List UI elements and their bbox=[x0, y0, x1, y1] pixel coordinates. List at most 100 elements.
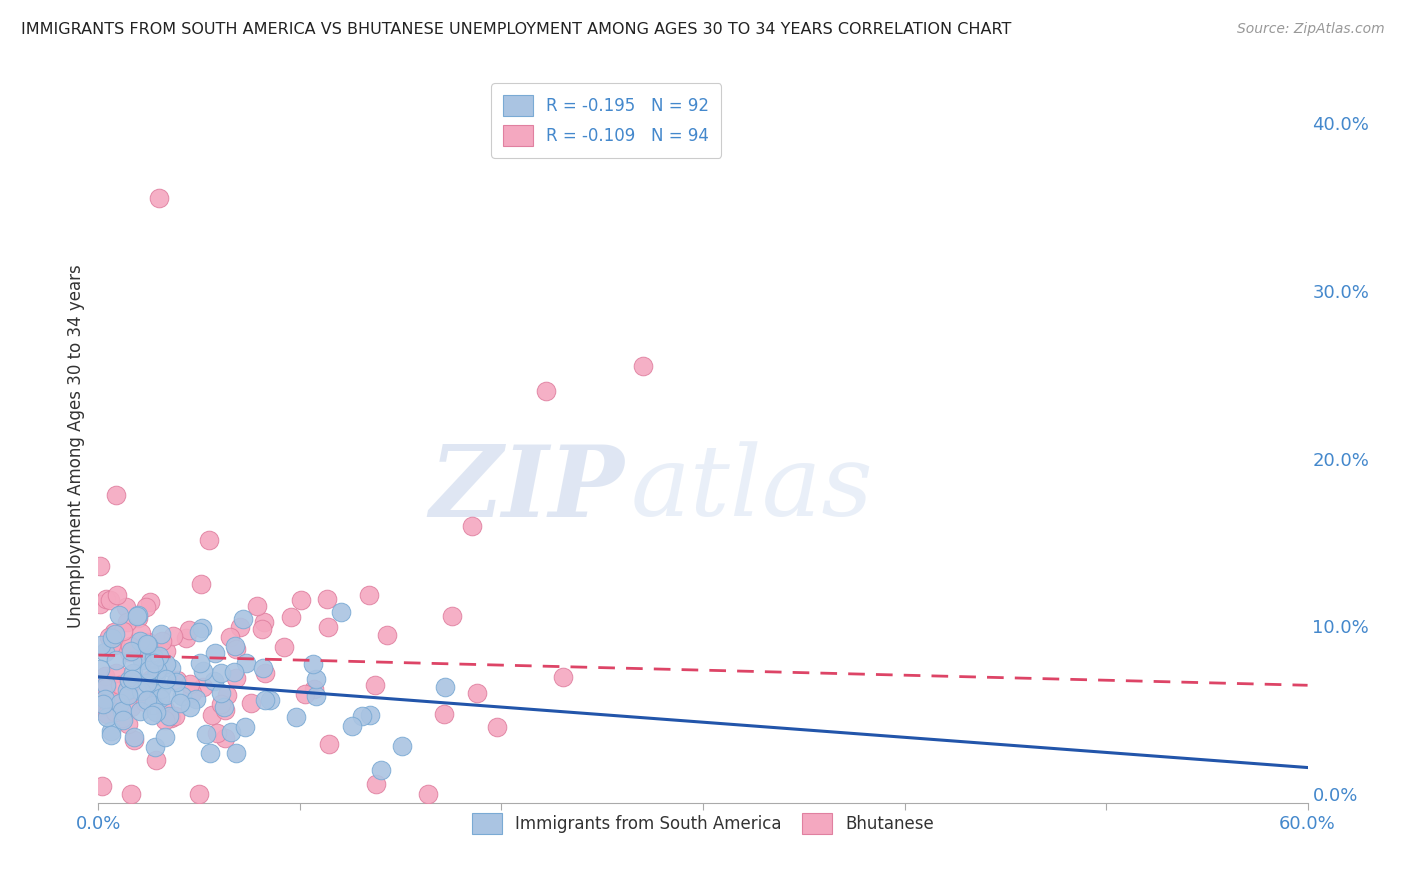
Point bbox=[359, 707, 381, 722]
Point bbox=[187, 624, 209, 639]
Point bbox=[184, 691, 207, 706]
Point bbox=[122, 730, 145, 744]
Point bbox=[467, 686, 489, 700]
Point bbox=[302, 657, 325, 672]
Point bbox=[145, 668, 167, 682]
Point bbox=[209, 686, 232, 700]
Point bbox=[246, 599, 269, 613]
Point bbox=[121, 654, 143, 668]
Point bbox=[108, 697, 131, 711]
Point bbox=[103, 624, 125, 639]
Point bbox=[94, 669, 117, 683]
Point bbox=[252, 661, 274, 675]
Point bbox=[166, 673, 188, 688]
Point bbox=[187, 788, 209, 802]
Point bbox=[96, 692, 118, 706]
Point bbox=[534, 384, 557, 399]
Point bbox=[318, 737, 340, 751]
Point bbox=[131, 653, 153, 667]
Point bbox=[155, 688, 177, 702]
Point bbox=[330, 605, 353, 619]
Point bbox=[176, 631, 198, 645]
Point bbox=[214, 700, 236, 714]
Point bbox=[136, 692, 159, 706]
Point bbox=[202, 673, 225, 688]
Point bbox=[148, 191, 170, 205]
Point bbox=[148, 648, 170, 663]
Point bbox=[117, 683, 139, 698]
Point bbox=[191, 664, 214, 678]
Point bbox=[131, 640, 153, 655]
Text: Source: ZipAtlas.com: Source: ZipAtlas.com bbox=[1237, 22, 1385, 37]
Point bbox=[290, 593, 312, 607]
Point bbox=[120, 788, 142, 802]
Point bbox=[118, 676, 141, 690]
Point bbox=[215, 688, 238, 702]
Point bbox=[121, 665, 143, 680]
Point bbox=[162, 629, 184, 643]
Point bbox=[117, 688, 139, 702]
Point bbox=[190, 621, 212, 635]
Point bbox=[121, 672, 143, 686]
Point bbox=[201, 708, 224, 723]
Point bbox=[129, 683, 152, 698]
Point bbox=[146, 663, 169, 677]
Point bbox=[155, 644, 177, 658]
Point bbox=[233, 720, 256, 734]
Point bbox=[163, 709, 186, 723]
Point bbox=[197, 533, 219, 548]
Point bbox=[359, 588, 381, 602]
Point bbox=[169, 696, 191, 710]
Point bbox=[104, 626, 127, 640]
Point bbox=[136, 637, 159, 651]
Point bbox=[108, 678, 131, 692]
Point bbox=[391, 739, 413, 753]
Point bbox=[104, 488, 127, 502]
Point bbox=[294, 687, 316, 701]
Point bbox=[89, 558, 111, 573]
Point bbox=[125, 609, 148, 624]
Point bbox=[105, 653, 128, 667]
Point bbox=[155, 657, 177, 671]
Point bbox=[239, 696, 262, 710]
Point bbox=[155, 672, 177, 686]
Point bbox=[170, 689, 193, 703]
Point bbox=[254, 693, 277, 707]
Point bbox=[200, 746, 222, 760]
Point bbox=[100, 728, 122, 742]
Point bbox=[222, 665, 245, 679]
Point bbox=[259, 693, 281, 707]
Point bbox=[143, 650, 166, 665]
Point bbox=[190, 577, 212, 591]
Point bbox=[104, 666, 127, 681]
Point bbox=[104, 638, 127, 652]
Text: ZIP: ZIP bbox=[429, 441, 624, 537]
Point bbox=[145, 705, 167, 719]
Point bbox=[96, 710, 118, 724]
Point bbox=[139, 649, 162, 664]
Point bbox=[149, 691, 172, 706]
Point bbox=[366, 777, 388, 791]
Point bbox=[225, 642, 247, 657]
Point bbox=[305, 689, 328, 703]
Point bbox=[370, 763, 392, 777]
Point bbox=[225, 671, 247, 685]
Point bbox=[159, 661, 181, 675]
Point bbox=[118, 639, 141, 653]
Point bbox=[157, 709, 180, 723]
Point bbox=[160, 711, 183, 725]
Point bbox=[375, 628, 398, 642]
Point bbox=[139, 594, 162, 608]
Point bbox=[114, 600, 136, 615]
Point bbox=[302, 682, 325, 697]
Point bbox=[432, 706, 454, 721]
Point bbox=[105, 588, 128, 602]
Point bbox=[273, 640, 295, 655]
Point bbox=[134, 694, 156, 708]
Point bbox=[118, 645, 141, 659]
Point bbox=[91, 779, 114, 793]
Point bbox=[316, 620, 339, 634]
Point bbox=[418, 788, 440, 802]
Point bbox=[219, 630, 242, 644]
Point bbox=[150, 681, 173, 696]
